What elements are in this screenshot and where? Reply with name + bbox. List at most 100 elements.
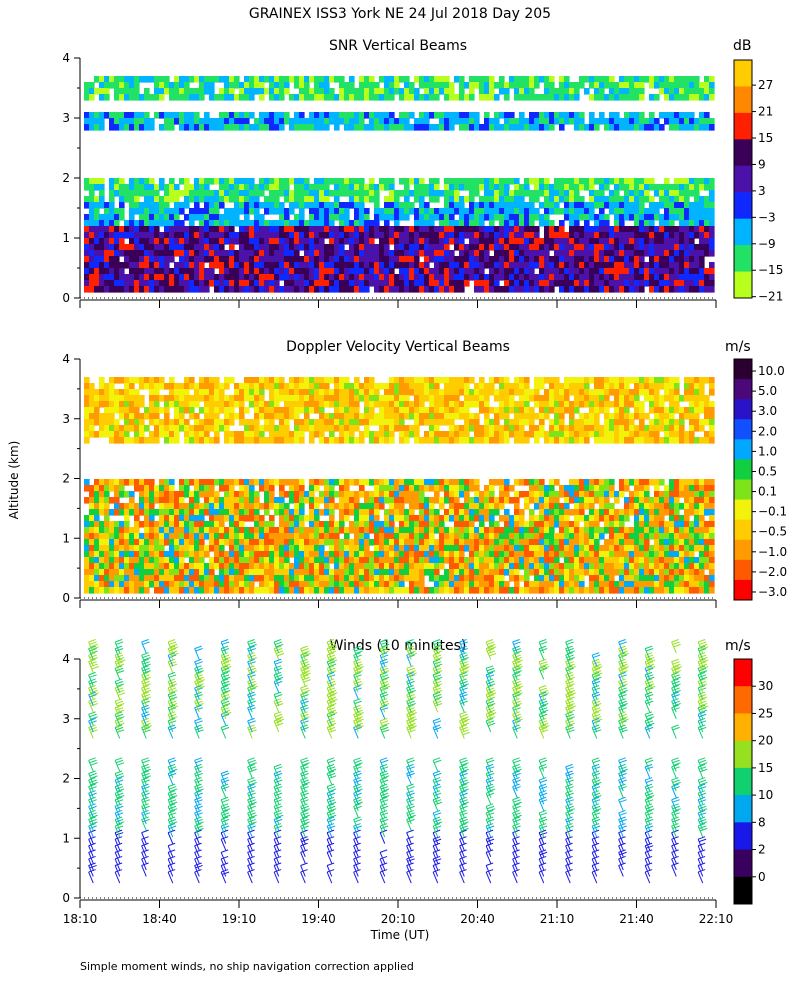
heatmap-cell bbox=[349, 256, 355, 263]
heatmap-cell bbox=[349, 479, 355, 486]
heatmap-cell bbox=[194, 503, 200, 510]
heatmap-cell bbox=[149, 190, 155, 197]
heatmap-cell bbox=[124, 94, 130, 101]
heatmap-cell bbox=[284, 539, 290, 546]
heatmap-cell bbox=[99, 377, 105, 384]
heatmap-cell bbox=[234, 509, 240, 516]
heatmap-cell bbox=[389, 479, 395, 486]
heatmap-cell bbox=[274, 401, 280, 408]
heatmap-cell bbox=[689, 214, 695, 221]
heatmap-cell bbox=[129, 401, 135, 408]
heatmap-cell bbox=[244, 497, 250, 504]
heatmap-cell bbox=[314, 244, 320, 251]
heatmap-cell bbox=[159, 383, 165, 390]
heatmap-cell bbox=[369, 521, 375, 528]
heatmap-cell bbox=[179, 497, 185, 504]
heatmap-cell bbox=[204, 389, 210, 396]
heatmap-cell bbox=[249, 509, 255, 516]
heatmap-cell bbox=[329, 274, 335, 281]
heatmap-cell bbox=[609, 238, 615, 245]
heatmap-cell bbox=[364, 539, 370, 546]
heatmap-cell bbox=[444, 226, 450, 233]
heatmap-cell bbox=[144, 208, 150, 215]
heatmap-cell bbox=[614, 238, 620, 245]
heatmap-cell bbox=[664, 82, 670, 89]
heatmap-cell bbox=[659, 268, 665, 275]
heatmap-cell bbox=[584, 262, 590, 269]
heatmap-cell bbox=[199, 82, 205, 89]
heatmap-cell bbox=[599, 208, 605, 215]
heatmap-cell bbox=[389, 437, 395, 444]
heatmap-cell bbox=[459, 178, 465, 185]
heatmap-cell bbox=[429, 238, 435, 245]
heatmap-cell bbox=[249, 527, 255, 534]
heatmap-cell bbox=[209, 557, 215, 564]
heatmap-cell bbox=[334, 521, 340, 528]
heatmap-cell bbox=[254, 196, 260, 203]
heatmap-cell bbox=[544, 214, 550, 221]
heatmap-cell bbox=[159, 280, 165, 287]
heatmap-cell bbox=[349, 124, 355, 131]
heatmap-cell bbox=[259, 515, 265, 522]
heatmap-cell bbox=[224, 226, 230, 233]
heatmap-cell bbox=[484, 232, 490, 239]
heatmap-cell bbox=[354, 491, 360, 498]
heatmap-cell bbox=[669, 244, 675, 251]
heatmap-cell bbox=[184, 226, 190, 233]
heatmap-cell bbox=[579, 178, 585, 185]
heatmap-cell bbox=[249, 569, 255, 576]
heatmap-cells-doppler bbox=[84, 377, 715, 594]
heatmap-cell bbox=[319, 563, 325, 570]
heatmap-cell bbox=[324, 202, 330, 209]
heatmap-cell bbox=[304, 178, 310, 185]
heatmap-cell bbox=[519, 82, 525, 89]
heatmap-cell bbox=[124, 425, 130, 432]
heatmap-cell bbox=[579, 226, 585, 233]
heatmap-cell bbox=[239, 184, 245, 191]
heatmap-cell bbox=[279, 581, 285, 588]
heatmap-cell bbox=[84, 184, 90, 191]
heatmap-cell bbox=[454, 485, 460, 492]
heatmap-cell bbox=[234, 262, 240, 269]
heatmap-cell bbox=[449, 515, 455, 522]
heatmap-cell bbox=[374, 196, 380, 203]
heatmap-cell bbox=[344, 479, 350, 486]
heatmap-cell bbox=[564, 286, 570, 293]
heatmap-cell bbox=[324, 250, 330, 257]
heatmap-cell bbox=[194, 274, 200, 281]
heatmap-cell bbox=[679, 262, 685, 269]
heatmap-cell bbox=[214, 202, 220, 209]
heatmap-cell bbox=[414, 527, 420, 534]
heatmap-cell bbox=[234, 551, 240, 558]
heatmap-cell bbox=[109, 509, 115, 516]
heatmap-cell bbox=[519, 256, 525, 263]
heatmap-cell bbox=[649, 220, 655, 227]
heatmap-cell bbox=[339, 82, 345, 89]
heatmap-cell bbox=[124, 509, 130, 516]
heatmap-cell bbox=[159, 377, 165, 384]
heatmap-cell bbox=[249, 82, 255, 89]
heatmap-cell bbox=[364, 569, 370, 576]
heatmap-cell bbox=[84, 437, 90, 444]
heatmap-cell bbox=[109, 479, 115, 486]
heatmap-cell bbox=[99, 527, 105, 534]
heatmap-cell bbox=[634, 214, 640, 221]
heatmap-cell bbox=[194, 118, 200, 125]
heatmap-cell bbox=[234, 94, 240, 101]
heatmap-cell bbox=[569, 280, 575, 287]
heatmap-cell bbox=[264, 112, 270, 119]
heatmap-cell bbox=[139, 238, 145, 245]
heatmap-cell bbox=[434, 485, 440, 492]
heatmap-cell bbox=[699, 250, 705, 257]
heatmap-cell bbox=[249, 88, 255, 95]
heatmap-cell bbox=[254, 551, 260, 558]
heatmap-cell bbox=[94, 112, 100, 119]
heatmap-cell bbox=[449, 437, 455, 444]
heatmap-cell bbox=[679, 268, 685, 275]
heatmap-cell bbox=[89, 389, 95, 396]
heatmap-cell bbox=[104, 226, 110, 233]
heatmap-cell bbox=[449, 407, 455, 414]
heatmap-cell bbox=[699, 124, 705, 131]
heatmap-cell bbox=[589, 184, 595, 191]
heatmap-cell bbox=[329, 286, 335, 293]
